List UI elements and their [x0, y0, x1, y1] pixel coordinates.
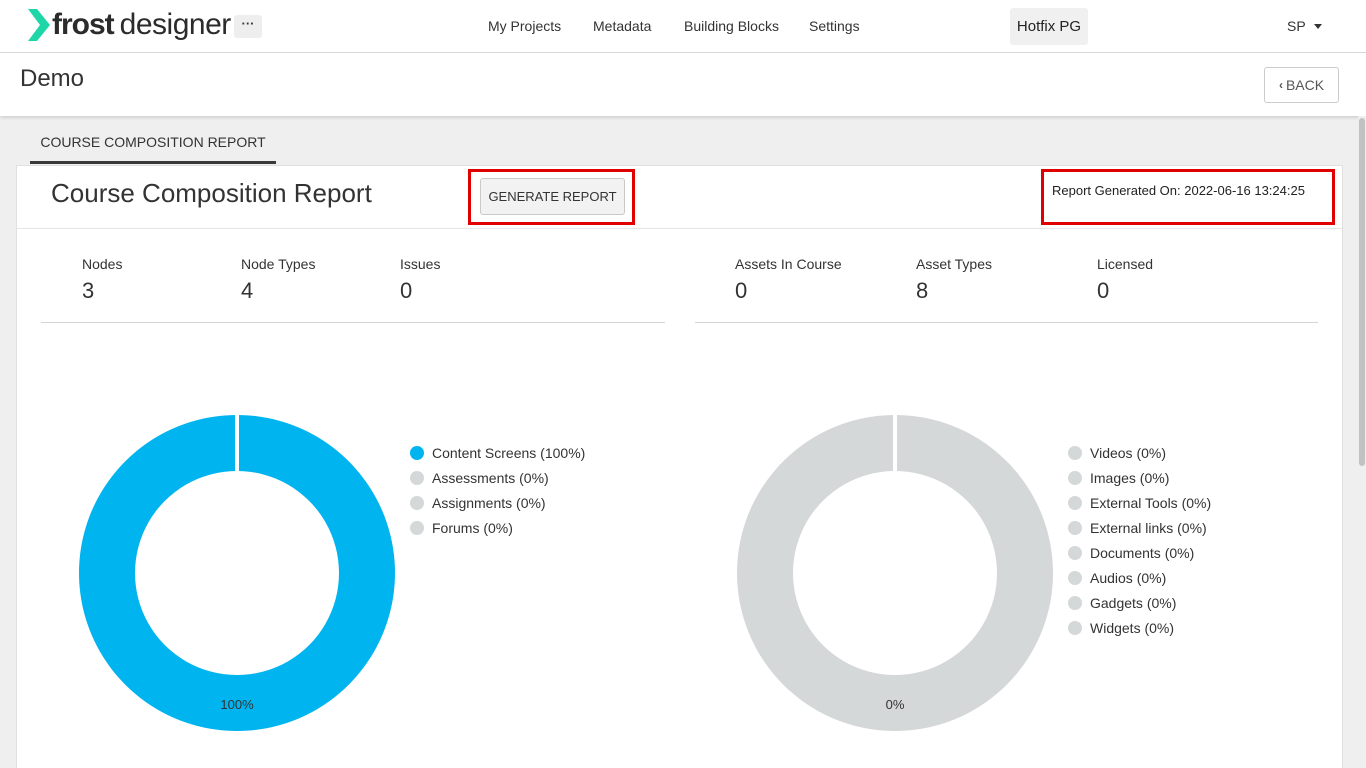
asset-composition-legend: Videos (0%) Images (0%) External Tools (0%… — [1068, 440, 1211, 640]
stat-value: 4 — [241, 278, 254, 303]
asset-composition-donut-chart: 0% — [736, 414, 1053, 731]
legend-item[interactable]: External Tools (0%) — [1068, 490, 1211, 515]
legend-dot-icon — [410, 520, 424, 535]
user-initials: SP — [1287, 18, 1306, 34]
frost-designer-logo[interactable]: frost designer — [28, 8, 231, 42]
stat-label: Issues — [400, 256, 441, 272]
chevron-left-icon: ‹ — [1278, 78, 1283, 92]
back-button-label: BACK — [1285, 77, 1325, 93]
stat-licensed: Licensed 0 — [1097, 256, 1153, 304]
legend-item[interactable]: Widgets (0%) — [1068, 615, 1211, 640]
legend-label: External Tools (0%) — [1090, 494, 1212, 511]
timestamp-highlight-box — [1041, 169, 1335, 225]
stat-label: Nodes — [82, 256, 123, 272]
generate-highlight-box — [468, 169, 635, 225]
report-generated-timestamp: Report Generated On: 2022-06-16 13:24:25 — [1052, 183, 1305, 198]
legend-dot-icon — [1068, 570, 1082, 585]
more-options-button[interactable]: ··· — [234, 15, 262, 38]
stat-assets-in-course: Assets In Course 0 — [735, 256, 842, 304]
top-navbar: frost designer ··· My Projects Metadata … — [0, 0, 1366, 53]
stats-divider-left — [41, 322, 665, 323]
tab-course-composition-report[interactable]: COURSE COMPOSITION REPORT — [30, 124, 276, 164]
stat-label: Node Types — [241, 256, 316, 272]
report-card-header: Course Composition Report GENERATE REPOR… — [17, 166, 1342, 229]
user-menu[interactable]: SP — [1287, 18, 1322, 34]
page-title: Demo — [20, 65, 85, 92]
legend-item[interactable]: Forums (0%) — [410, 515, 585, 540]
logo-chevron-icon — [28, 9, 50, 41]
legend-dot-icon — [410, 470, 424, 485]
donut-value-label: 100% — [220, 697, 254, 712]
logo-word-designer: designer — [119, 8, 232, 41]
chevron-down-icon — [1313, 23, 1322, 29]
donut-value-label: 0% — [886, 697, 905, 712]
legend-label: Assessments (0%) — [432, 469, 549, 486]
nav-my-projects[interactable]: My Projects — [488, 18, 562, 34]
nav-building-blocks[interactable]: Building Blocks — [684, 18, 779, 34]
legend-label: Audios (0%) — [1090, 569, 1167, 586]
report-title: Course Composition Report — [51, 178, 372, 208]
legend-label: Forums (0%) — [432, 519, 513, 536]
stat-value: 0 — [735, 278, 748, 303]
legend-item[interactable]: Videos (0%) — [1068, 440, 1211, 465]
stat-value: 0 — [1097, 278, 1110, 303]
legend-dot-icon — [1068, 470, 1082, 485]
donut-slice[interactable] — [78, 415, 395, 731]
generate-report-button[interactable]: GENERATE REPORT — [480, 178, 625, 215]
legend-dot-icon — [410, 495, 424, 510]
legend-item[interactable]: Images (0%) — [1068, 465, 1211, 490]
legend-item[interactable]: Audios (0%) — [1068, 565, 1211, 590]
legend-dot-icon — [1068, 445, 1082, 460]
legend-dot-icon — [1068, 595, 1082, 610]
donut-empty-ring — [736, 415, 1053, 731]
legend-dot-icon — [1068, 520, 1082, 535]
legend-label: Content Screens (100%) — [432, 444, 586, 461]
legend-item[interactable]: Content Screens (100%) — [410, 440, 585, 465]
stat-node-types: Node Types 4 — [241, 256, 315, 304]
legend-item[interactable]: Gadgets (0%) — [1068, 590, 1211, 615]
stat-issues: Issues 0 — [400, 256, 440, 304]
node-composition-donut-chart: 100% — [78, 414, 395, 731]
scrollbar-thumb[interactable] — [1359, 118, 1365, 466]
legend-item[interactable]: External links (0%) — [1068, 515, 1211, 540]
stat-value: 8 — [916, 278, 929, 303]
stat-nodes: Nodes 3 — [82, 256, 122, 304]
legend-item[interactable]: Assignments (0%) — [410, 490, 585, 515]
legend-item[interactable]: Assessments (0%) — [410, 465, 585, 490]
page-header: Demo ‹ BACK — [0, 53, 1366, 116]
stat-label: Assets In Course — [735, 256, 842, 272]
legend-dot-icon — [1068, 495, 1082, 510]
stat-label: Asset Types — [916, 256, 993, 272]
legend-label: Images (0%) — [1090, 469, 1170, 486]
legend-label: Gadgets (0%) — [1090, 594, 1177, 611]
stat-value: 3 — [82, 278, 95, 303]
legend-item[interactable]: Documents (0%) — [1068, 540, 1211, 565]
legend-label: Documents (0%) — [1090, 544, 1195, 561]
stat-label: Licensed — [1097, 256, 1154, 272]
legend-dot-icon — [1068, 620, 1082, 635]
report-card: Course Composition Report GENERATE REPOR… — [16, 165, 1343, 768]
stat-asset-types: Asset Types 8 — [916, 256, 992, 304]
node-composition-legend: Content Screens (100%) Assessments (0%) As… — [410, 440, 585, 540]
stats-divider-right — [695, 322, 1318, 323]
stat-value: 0 — [400, 278, 413, 303]
legend-label: External links (0%) — [1090, 519, 1207, 536]
legend-label: Widgets (0%) — [1090, 619, 1175, 636]
back-button[interactable]: ‹ BACK — [1264, 67, 1339, 103]
logo-word-frost: frost — [52, 8, 115, 41]
legend-dot-icon — [1068, 545, 1082, 560]
legend-dot-icon — [410, 445, 424, 460]
legend-label: Assignments (0%) — [432, 494, 546, 511]
legend-label: Videos (0%) — [1090, 444, 1167, 461]
nav-settings[interactable]: Settings — [809, 18, 860, 34]
nav-metadata[interactable]: Metadata — [593, 18, 652, 34]
current-project-badge[interactable]: Hotfix PG — [1010, 8, 1088, 45]
